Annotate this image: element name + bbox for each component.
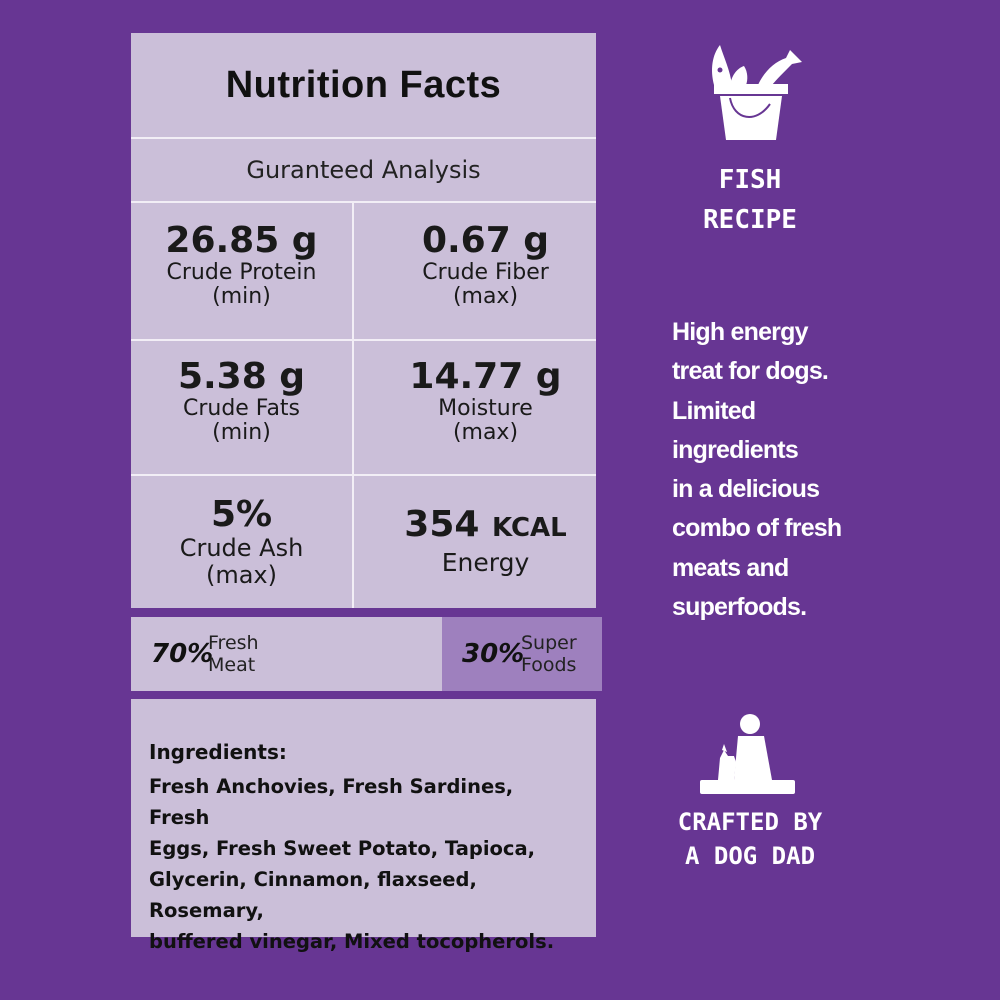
nutrient-value: 0.67 g xyxy=(421,220,550,261)
divider xyxy=(131,201,596,203)
nutrient-qualifier: (max) xyxy=(452,284,519,309)
analysis-subtitle: Guranteed Analysis xyxy=(246,156,481,184)
nutrient-protein: 26.85 g Crude Protein (min) xyxy=(131,221,352,309)
description-line: ingredients xyxy=(672,435,799,464)
description-line: in a delicious xyxy=(672,475,820,504)
ingredients-line: Fresh Anchovies, Fresh Sardines, Fresh xyxy=(149,775,514,829)
nutrient-value: 26.85 g xyxy=(165,220,318,261)
nutrient-label: Moisture xyxy=(438,396,533,421)
ingredients-line: buffered vinegar, Mixed tocopherols. xyxy=(149,930,555,953)
column-divider xyxy=(352,203,354,608)
description-line: combo of fresh xyxy=(672,514,842,543)
nutrient-energy: 354 KCAL Energy xyxy=(375,505,596,578)
nutrient-label: Crude Ash xyxy=(179,534,304,562)
nutrient-value: 354 xyxy=(404,504,480,545)
nutrient-value: 14.77 g xyxy=(409,356,562,397)
nutrient-value: 5.38 g xyxy=(177,356,306,397)
nutrient-qualifier: (min) xyxy=(212,420,271,445)
ratio-label: Super Foods xyxy=(521,632,577,676)
nutrient-qualifier: (max) xyxy=(452,420,519,445)
description-line: Limited xyxy=(672,396,756,425)
recipe-label: FISH RECIPE xyxy=(703,165,797,235)
ratio-percent: 70% xyxy=(151,639,214,669)
nutrient-label: Crude Fats xyxy=(182,396,301,421)
nutrient-fiber: 0.67 g Crude Fiber (max) xyxy=(375,221,596,309)
ingredients-panel: Ingredients: Fresh Anchovies, Fresh Sard… xyxy=(131,699,596,953)
super-foods-ratio: 30% Super Foods xyxy=(442,617,602,691)
product-description: High energy treat for dogs. Limited ingr… xyxy=(672,313,872,627)
ingredients-line: Eggs, Fresh Sweet Potato, Tapioca, xyxy=(149,837,536,860)
nutrition-facts-panel: Nutrition Facts Guranteed Analysis 26.85… xyxy=(131,33,596,608)
description-line: High energy xyxy=(672,318,808,346)
fresh-meat-ratio: 70% Fresh Meat xyxy=(131,617,442,691)
divider xyxy=(131,474,596,476)
divider xyxy=(131,137,596,139)
divider xyxy=(131,339,596,341)
description-line: superfoods. xyxy=(672,593,807,622)
crafted-by-label: CRAFTED BY A DOG DAD xyxy=(677,808,823,870)
nutrient-unit: KCAL xyxy=(491,513,567,543)
fish-bucket-icon xyxy=(712,45,802,140)
ratio-percent: 30% xyxy=(462,639,525,669)
nutrient-label: Crude Protein xyxy=(166,260,317,285)
ratio-label: Fresh Meat xyxy=(208,632,259,676)
nutrient-ash: 5% Crude Ash (max) xyxy=(131,495,352,589)
nutrient-value: 5% xyxy=(210,494,273,535)
nutrient-qualifier: (min) xyxy=(212,284,271,309)
description-line: treat for dogs. xyxy=(672,357,829,386)
dog-dad-icon xyxy=(700,714,795,794)
nutrition-title: Nutrition Facts xyxy=(225,63,502,106)
nutrient-fats: 5.38 g Crude Fats (min) xyxy=(131,357,352,445)
ingredients-list: Fresh Anchovies, Fresh Sardines, Fresh E… xyxy=(149,771,579,957)
nutrient-qualifier: (max) xyxy=(205,561,277,589)
description-line: meats and xyxy=(672,553,789,582)
nutrient-label: Crude Fiber xyxy=(422,260,549,285)
ingredients-heading: Ingredients: xyxy=(149,740,287,764)
nutrient-label: Energy xyxy=(441,548,530,577)
ingredients-line: Glycerin, Cinnamon, flaxseed, Rosemary, xyxy=(149,868,477,922)
nutrient-moisture: 14.77 g Moisture (max) xyxy=(375,357,596,445)
